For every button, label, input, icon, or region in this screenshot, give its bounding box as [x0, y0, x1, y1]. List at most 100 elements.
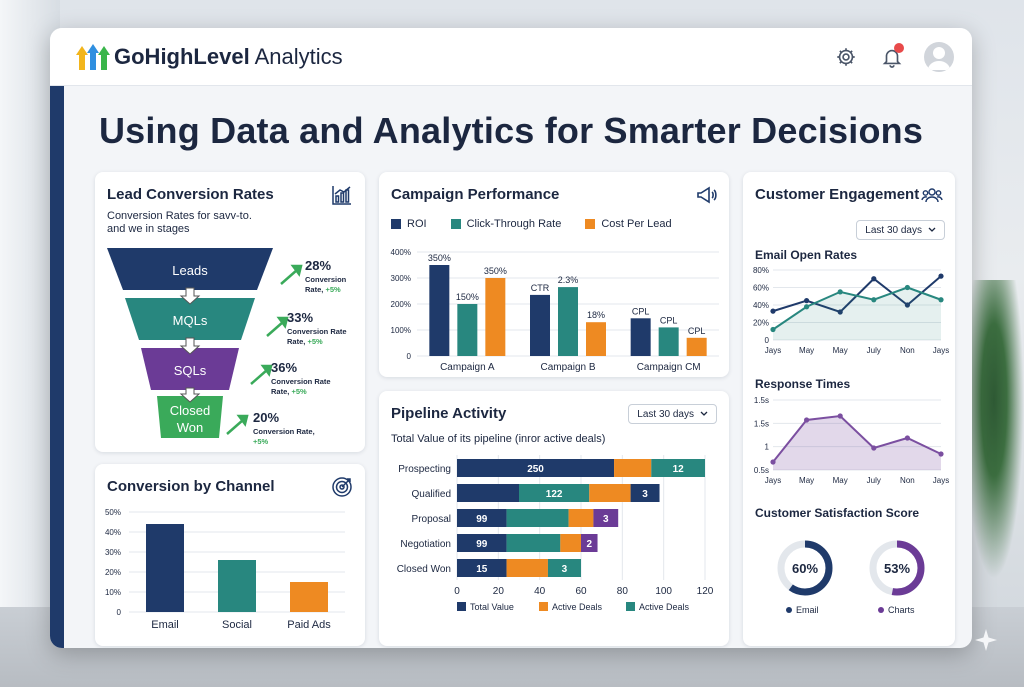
y-category-label: Qualified [412, 489, 451, 500]
funnel-stage-leads [107, 248, 273, 290]
card-title: Campaign Performance [391, 186, 560, 203]
dashboard-window: GoHighLevel Analytics Using Data and [50, 28, 972, 648]
segment-label: 3 [603, 514, 609, 525]
bar-data-label: 2.3% [558, 275, 579, 285]
y-tick-label: 0.5s [754, 466, 769, 475]
growth-arrow-2 [266, 321, 284, 337]
pipeline-segment [560, 534, 581, 552]
y-tick-label: 30% [105, 548, 121, 557]
x-tick-label: 0 [454, 586, 460, 597]
x-tick-label: Campaign CM [637, 362, 701, 373]
frame-accent-bar [50, 86, 64, 648]
growth-arrow-3 [250, 369, 268, 385]
campaign-bar [658, 327, 679, 356]
chevron-down-icon [928, 227, 936, 232]
x-tick-label: Campaign B [540, 362, 595, 373]
series-point [837, 309, 843, 315]
segment-label: 99 [476, 539, 488, 550]
gear-icon[interactable] [832, 43, 860, 71]
x-tick-label: May [799, 346, 814, 355]
bar-data-label: 150% [456, 292, 479, 302]
top-bar-actions [832, 42, 954, 72]
pipeline-segment [593, 509, 619, 527]
pipeline-segment [457, 559, 507, 577]
y-tick-label: 400% [391, 248, 411, 257]
series-point [871, 297, 877, 303]
area-fill [773, 287, 941, 340]
open-rates-line-chart: 0 20% 40% 60% 80% Jays May May July Non Jays [753, 266, 949, 355]
funnel-label-leads: Leads [172, 263, 208, 278]
bar-data-label: 350% [428, 253, 451, 263]
pipeline-segment [457, 509, 507, 527]
x-tick-label: Social [222, 619, 252, 631]
x-tick-label: Jays [933, 346, 949, 355]
stage-caption-closed-2: +5% [253, 437, 269, 446]
bar-social [218, 560, 256, 612]
lead-conversion-card: Lead Conversion Rates Conversion Rates f… [95, 172, 365, 452]
stage-pct-closed: 20% [253, 410, 279, 425]
app-logo[interactable]: GoHighLevel Analytics [76, 42, 343, 72]
funnel-arrow-2 [179, 337, 201, 355]
segment-label: 3 [642, 489, 648, 500]
gauge-label: Charts [888, 605, 915, 615]
pipeline-segment [457, 484, 519, 502]
pipeline-segment [506, 509, 569, 527]
users-icon [921, 188, 943, 203]
pipeline-date-dropdown[interactable]: Last 30 days [628, 404, 717, 424]
series-point [804, 417, 810, 423]
segment-label: 99 [476, 514, 488, 525]
notification-badge [894, 43, 904, 53]
y-tick-label: 10% [105, 588, 121, 597]
series-point [904, 284, 910, 291]
x-tick-label: 60 [575, 586, 587, 597]
gauge-value: 60% [792, 561, 818, 576]
x-tick-label: Non [900, 476, 915, 485]
stage-caption-sqls-2: Rate, +5% [271, 387, 307, 396]
y-tick-label: 1 [765, 443, 770, 452]
bar-email [146, 524, 184, 612]
sparkle-icon [975, 629, 997, 651]
series-point [804, 304, 810, 310]
bell-icon[interactable] [878, 43, 906, 71]
pipeline-segment [519, 484, 590, 502]
gauge-legend-dot [786, 607, 792, 613]
segment-label: 12 [673, 464, 685, 475]
campaign-bar [457, 304, 478, 356]
segment-label: 2 [586, 539, 592, 550]
x-tick-label: Jays [765, 346, 781, 355]
x-tick-label: Non [900, 346, 915, 355]
series-point [938, 451, 944, 457]
legend-swatch [626, 602, 635, 611]
growth-arrow-4 [226, 419, 244, 435]
pipeline-segment [581, 534, 598, 552]
funnel-stage-mqls [125, 298, 255, 340]
y-category-label: Prospecting [398, 464, 451, 475]
user-avatar-icon[interactable] [924, 42, 954, 72]
x-tick-label: July [867, 346, 881, 355]
y-category-label: Negotiation [400, 539, 451, 550]
engagement-date-dropdown[interactable]: Last 30 days [856, 220, 945, 240]
legend-ctr: Click-Through Rate [450, 218, 561, 230]
card-title: Pipeline Activity [391, 405, 507, 422]
x-tick-label: 100 [655, 586, 672, 597]
campaign-bar [530, 294, 550, 356]
campaign-bar [429, 265, 450, 356]
segment-label: 3 [562, 564, 568, 575]
megaphone-icon [697, 186, 717, 204]
conversion-channel-card: Conversion by Channel 0 10% 20% 30% 40% 50% Em… [95, 464, 365, 646]
conversion-funnel: Leads MQLs SQLs Closed Won 28% Conversio… [107, 248, 347, 446]
series-point [904, 435, 910, 441]
x-tick-label: 80 [617, 586, 629, 597]
x-tick-label: July [867, 476, 881, 485]
campaign-bar [586, 322, 606, 356]
series-point [770, 326, 776, 333]
campaign-bar [485, 278, 506, 356]
funnel-label-sqls: SQLs [174, 363, 207, 378]
y-tick-label: 0 [407, 352, 412, 361]
analytics-chart-icon [332, 186, 351, 205]
x-tick-label: May [799, 476, 814, 485]
funnel-stage-closed-won [157, 396, 223, 438]
x-tick-label: Email [151, 619, 179, 631]
chevron-down-icon [700, 411, 708, 416]
card-title: Conversion by Channel [107, 478, 275, 495]
